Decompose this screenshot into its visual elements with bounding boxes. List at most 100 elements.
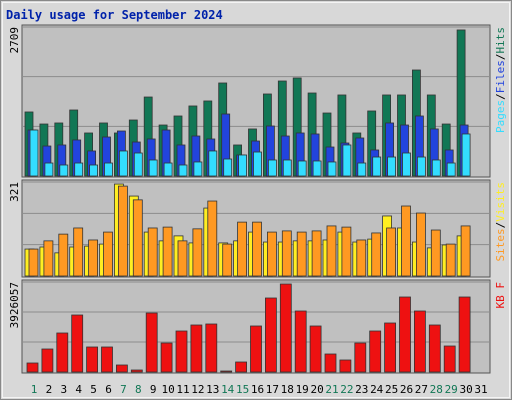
bar [175,330,188,373]
bar [59,164,69,177]
bar [237,221,248,277]
bar [73,227,84,277]
bar [324,353,337,373]
bar [446,162,456,177]
bar [192,228,203,277]
legend-separator: / [494,222,507,229]
bar [28,248,39,277]
x-tick-label: 1 [31,383,38,396]
bar [130,369,143,373]
bar [266,231,277,277]
x-tick-label: 16 [251,383,264,396]
bar [101,346,113,373]
bar [193,161,203,177]
bar [253,151,262,177]
bar [279,283,292,373]
legend-entry: Hits [494,27,507,54]
bar [387,156,397,177]
bar [74,162,84,177]
bar [163,162,173,177]
bar [235,361,248,373]
x-tick-label: 7 [120,383,127,396]
bar [118,185,128,277]
bar [458,296,471,373]
bar [297,160,307,177]
bar [415,212,426,277]
bar [309,325,322,373]
legend-entry: KB F [494,282,507,309]
bar [431,159,441,177]
bar [132,199,143,277]
bar [252,221,262,277]
bar [178,164,188,177]
x-tick-label: 13 [206,383,219,396]
bar [44,162,54,177]
bar [86,346,98,373]
bar [386,227,397,277]
x-tick-label: 27 [415,383,428,396]
bar [41,348,54,373]
x-tick-label: 26 [400,383,413,396]
bar [416,156,426,177]
bar [296,231,307,277]
bar [460,225,471,277]
x-tick-label: 3 [60,383,67,396]
bar [104,162,113,177]
x-tick-label: 19 [296,383,309,396]
legend-entry: Sites [494,228,507,261]
y-tick-label: 321 [8,182,21,202]
bar [413,310,426,373]
bar [445,243,456,277]
bar [430,229,441,277]
bar [207,200,218,277]
bar [43,240,54,277]
bar [103,231,113,277]
bar [357,162,367,177]
x-tick-label: 15 [236,383,249,396]
x-tick-label: 6 [105,383,112,396]
x-tick-label: 22 [340,383,353,396]
x-tick-label: 2 [46,383,53,396]
bar [162,226,173,277]
x-tick-label: 20 [310,383,323,396]
x-tick-label: 14 [221,383,235,396]
bar [341,226,352,277]
legend: Pages/Files/Hits [494,27,507,133]
bar [119,150,128,177]
bar [402,152,411,177]
bar [133,152,143,177]
legend-separator: / [494,93,507,100]
bar [56,332,69,373]
x-tick-label: 18 [281,383,294,396]
bar [428,324,441,373]
x-tick-label: 12 [191,383,204,396]
x-tick-label: 5 [90,383,97,396]
bar [267,159,277,177]
bar [311,230,322,277]
x-tick-label: 9 [150,383,157,396]
x-tick-label: 17 [266,383,279,396]
y-tick-label: 2709 [8,27,21,54]
bar [369,330,382,373]
bar [205,323,218,373]
bar [326,225,337,277]
y-tick-label: 3926057 [8,282,21,328]
bar [312,160,322,177]
x-tick-label: 23 [355,383,368,396]
bar [29,129,39,177]
bar [384,322,397,373]
x-tick-label: 29 [445,383,458,396]
bar [208,150,218,177]
bar [58,233,69,277]
legend-entry: Files [494,60,507,93]
x-tick-label: 8 [135,383,142,396]
bar [88,239,98,277]
legend: Sites/Visits [494,182,507,262]
bar [116,364,128,373]
bar [371,232,382,277]
x-tick-label: 11 [176,383,189,396]
bar [145,312,158,373]
x-tick-label: 31 [474,383,487,396]
